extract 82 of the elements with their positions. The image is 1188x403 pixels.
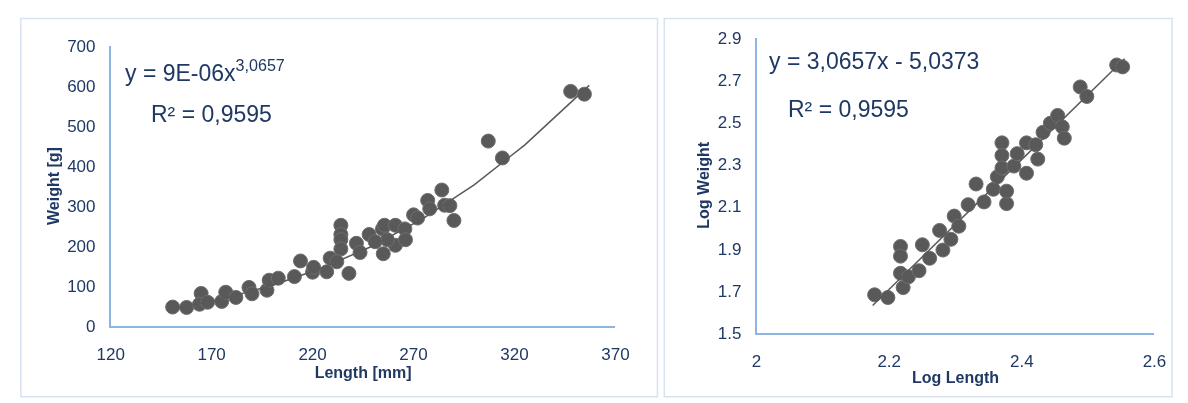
point bbox=[1079, 88, 1095, 104]
x-tick-label: 270 bbox=[399, 345, 428, 365]
point bbox=[951, 218, 967, 234]
x-tick-label: 320 bbox=[500, 345, 529, 365]
y-tick-label: 500 bbox=[67, 116, 96, 136]
y-tick-label: 2.3 bbox=[717, 155, 742, 175]
point bbox=[911, 263, 927, 279]
point bbox=[228, 289, 244, 305]
point bbox=[994, 135, 1010, 151]
point bbox=[410, 210, 426, 226]
point bbox=[563, 83, 579, 99]
point bbox=[994, 148, 1010, 164]
point bbox=[935, 242, 951, 258]
point bbox=[352, 245, 368, 261]
point bbox=[165, 299, 181, 315]
x-tick-label: 370 bbox=[601, 345, 630, 365]
point bbox=[880, 290, 896, 306]
point bbox=[922, 250, 938, 266]
point bbox=[244, 286, 260, 302]
point bbox=[341, 265, 357, 281]
point bbox=[446, 212, 462, 228]
point bbox=[1009, 146, 1025, 162]
point bbox=[1056, 130, 1072, 146]
point bbox=[397, 232, 413, 248]
x-tick-label: 2.4 bbox=[1010, 352, 1034, 372]
point bbox=[1030, 151, 1046, 167]
point bbox=[892, 248, 908, 264]
point bbox=[943, 231, 959, 247]
point bbox=[932, 222, 948, 238]
y-tick-label: 1.5 bbox=[717, 323, 742, 343]
point bbox=[1115, 59, 1131, 75]
y-tick-label: 2.9 bbox=[717, 28, 742, 48]
x-axis-title: Log Length bbox=[911, 369, 1000, 387]
point bbox=[999, 183, 1015, 199]
point bbox=[576, 86, 592, 102]
point bbox=[442, 198, 458, 214]
y-tick-label: 2.5 bbox=[717, 112, 742, 132]
point bbox=[270, 270, 286, 286]
point bbox=[422, 201, 438, 217]
annotation: R² = 0,9595 bbox=[788, 96, 909, 122]
point bbox=[895, 280, 911, 296]
point bbox=[329, 254, 345, 270]
point bbox=[494, 150, 510, 166]
point bbox=[333, 241, 349, 257]
point bbox=[286, 269, 302, 285]
y-tick-label: 400 bbox=[67, 156, 96, 176]
point bbox=[976, 194, 992, 210]
y-tick-label: 700 bbox=[67, 36, 96, 56]
annotation: R² = 0,9595 bbox=[151, 101, 272, 127]
x-tick-label: 2 bbox=[751, 352, 762, 372]
point bbox=[434, 182, 450, 198]
x-tick-label: 120 bbox=[96, 345, 125, 365]
x-tick-label: 220 bbox=[298, 345, 327, 365]
annotation: y = 3,0657x - 5,0373 bbox=[769, 48, 980, 74]
point bbox=[375, 246, 391, 262]
x-tick-label: 170 bbox=[197, 345, 226, 365]
y-tick-label: 1.9 bbox=[717, 239, 742, 259]
y-axis-title: Log Weight bbox=[695, 141, 713, 229]
y-tick-label: 300 bbox=[67, 196, 96, 216]
y-tick-label: 200 bbox=[67, 237, 96, 257]
x-tick-label: 2.6 bbox=[1142, 352, 1167, 372]
y-tick-label: 0 bbox=[86, 317, 96, 337]
point bbox=[319, 264, 335, 280]
x-tick-label: 2.2 bbox=[877, 352, 902, 372]
point bbox=[1018, 165, 1034, 181]
point bbox=[292, 253, 308, 269]
x-axis-title: Length [mm] bbox=[314, 364, 412, 382]
y-tick-label: 600 bbox=[67, 76, 96, 96]
point bbox=[914, 237, 930, 253]
y-tick-label: 2.7 bbox=[717, 70, 742, 90]
point bbox=[960, 197, 976, 213]
y-axis-title: Weight [g] bbox=[44, 147, 62, 225]
y-tick-label: 1.7 bbox=[717, 281, 742, 301]
point bbox=[999, 196, 1015, 212]
point bbox=[306, 259, 322, 275]
y-tick-label: 100 bbox=[67, 277, 96, 297]
point bbox=[1050, 107, 1066, 123]
point bbox=[480, 133, 496, 149]
y-tick-label: 2.1 bbox=[717, 197, 742, 217]
annotation: y = 9E-06x$^{3,0657}$ bbox=[125, 56, 285, 86]
point bbox=[867, 287, 883, 303]
point bbox=[968, 176, 984, 192]
